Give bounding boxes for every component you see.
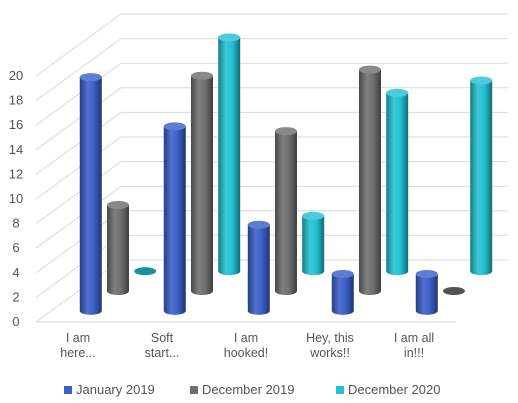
gridline	[35, 62, 508, 126]
legend-swatch	[190, 386, 198, 394]
x-category-label: I am all in!!!	[394, 331, 434, 360]
x-category-label: Hey, this works!!	[306, 331, 354, 360]
gridline	[35, 13, 508, 77]
bar-2-2	[302, 211, 325, 276]
grid-layer	[35, 13, 508, 323]
category-labels: I am here... Soft start... I am hooked! Hey, t…	[60, 331, 434, 360]
gridline	[35, 111, 508, 175]
legend-swatch	[64, 386, 72, 394]
bar-1-1	[190, 71, 213, 295]
y-tick-label: 14	[9, 142, 23, 157]
gridline	[35, 136, 508, 200]
legend-item: January 2019	[64, 382, 155, 397]
legend-swatch	[336, 386, 344, 394]
x-category-label: Soft start...	[145, 331, 180, 360]
legend-label: January 2019	[76, 382, 155, 397]
legend-item: December 2020	[336, 382, 441, 397]
gridline	[35, 161, 508, 225]
y-axis-ticks: 0 2 4 6 8 10 12 14 16 18 20	[9, 68, 23, 329]
gridline	[35, 38, 508, 102]
legend: January 2019 December 2019 December 2020	[64, 382, 441, 397]
y-tick-label: 8	[12, 216, 19, 231]
bar-1-3	[358, 65, 381, 295]
y-tick-label: 20	[9, 68, 23, 83]
legend-label: December 2020	[348, 382, 441, 397]
bar-0-1	[163, 122, 186, 315]
legend-label: December 2019	[202, 382, 295, 397]
bar-2-0	[134, 267, 157, 276]
y-tick-label: 2	[12, 289, 19, 304]
bar-1-2	[274, 127, 297, 295]
bars-layer	[79, 33, 493, 315]
gridline	[35, 210, 508, 274]
bar-0-2	[247, 220, 270, 315]
y-tick-label: 6	[12, 240, 19, 255]
y-tick-label: 4	[12, 265, 19, 280]
bar-0-3	[331, 269, 354, 315]
bar-1-4	[442, 287, 465, 295]
bar-0-4	[415, 269, 438, 315]
y-tick-label: 18	[9, 93, 23, 108]
bar-1-0	[106, 200, 129, 295]
legend-item: December 2019	[190, 382, 295, 397]
gridline	[35, 185, 508, 249]
bar-2-3	[386, 88, 409, 276]
bar-2-4	[470, 76, 493, 276]
y-tick-label: 12	[9, 166, 23, 181]
gridline	[35, 87, 508, 151]
x-category-label: I am hooked!	[224, 331, 268, 360]
y-tick-label: 16	[9, 117, 23, 132]
y-tick-label: 0	[12, 314, 19, 329]
x-category-label: I am here...	[60, 331, 95, 360]
bar-0-0	[79, 73, 102, 315]
bar-2-1	[218, 33, 241, 276]
y-tick-label: 10	[9, 191, 23, 206]
